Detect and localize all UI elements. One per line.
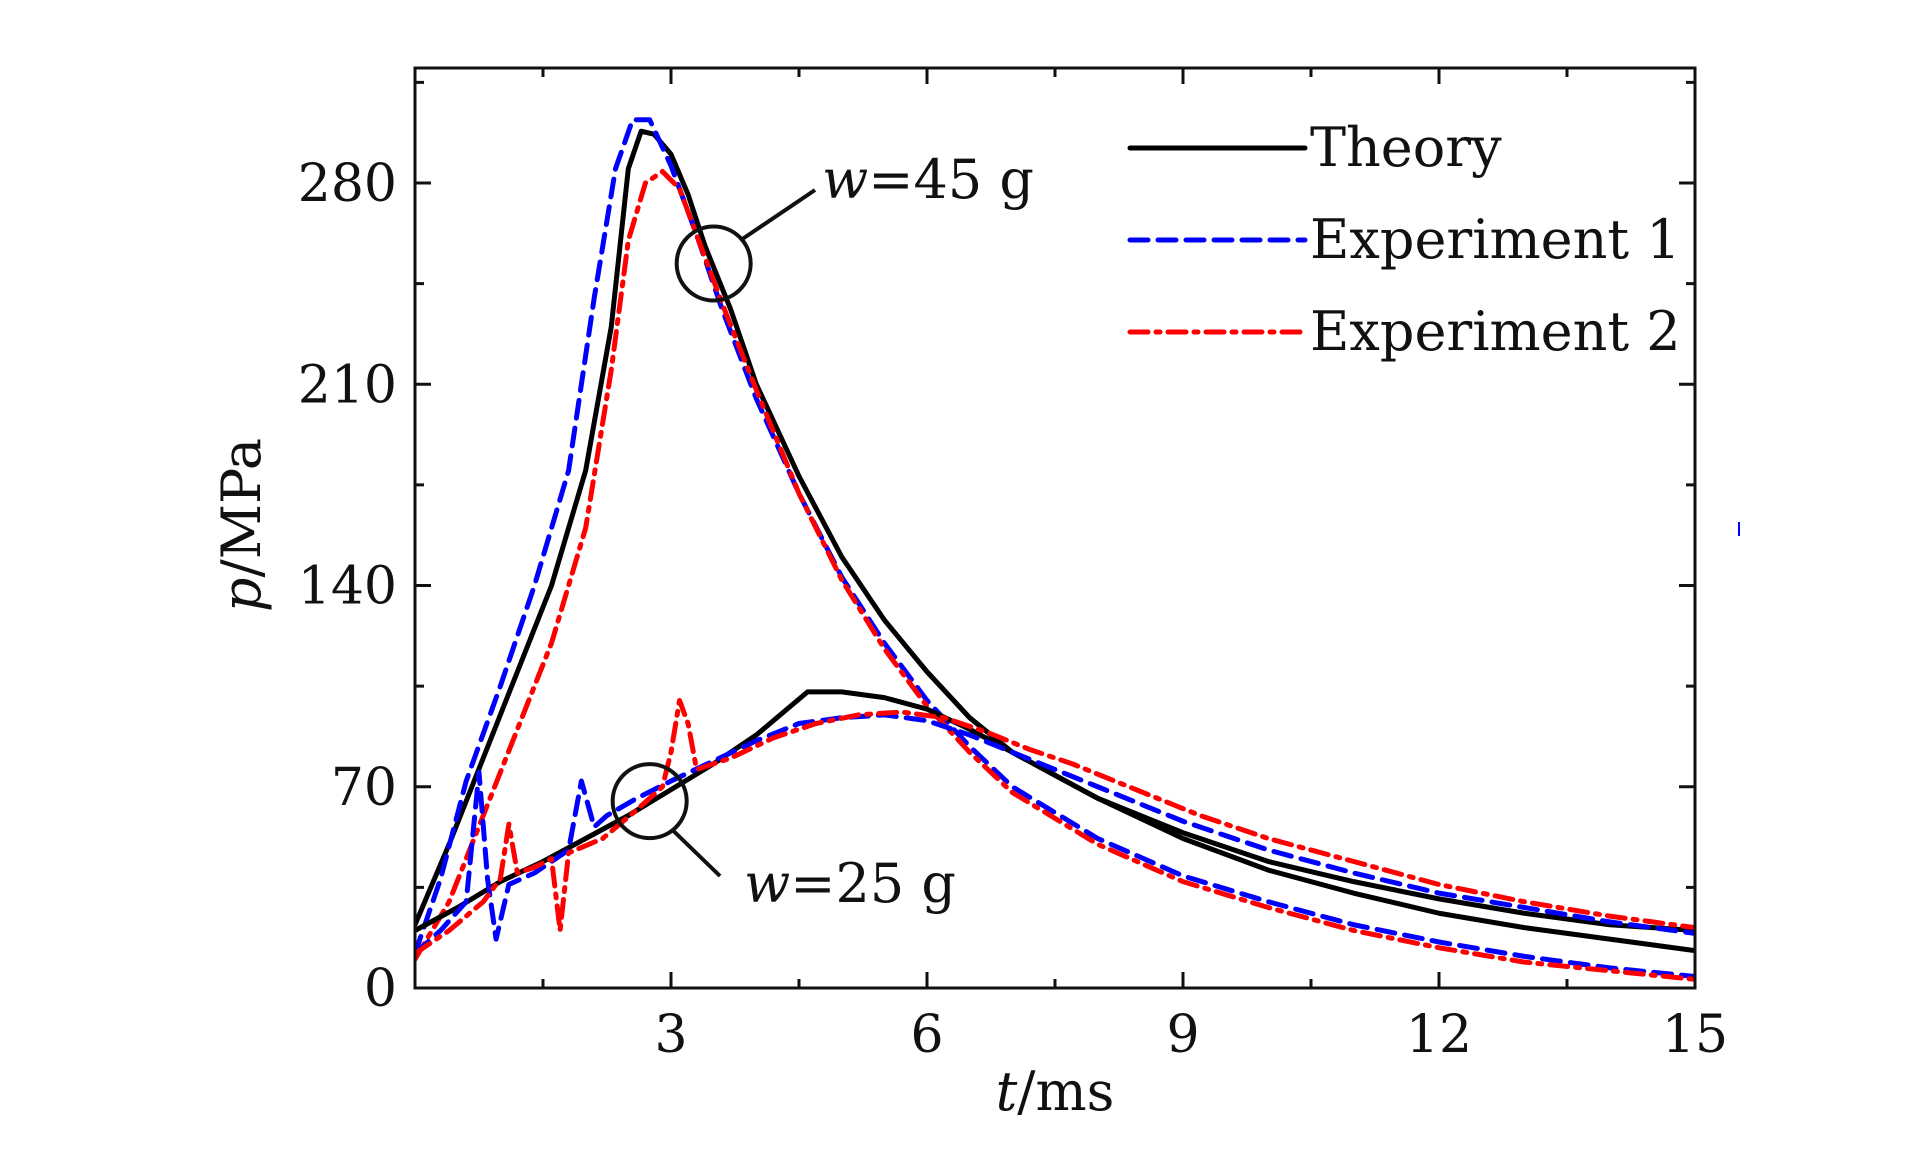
annotation-var-w25: w bbox=[744, 852, 790, 915]
annotation-var-w45: w bbox=[822, 148, 868, 211]
y-tick-label: 140 bbox=[298, 557, 397, 617]
annotation-value-w25: =25 g bbox=[790, 852, 956, 915]
series-line-exp2-w25 bbox=[415, 698, 1695, 956]
plot-area bbox=[415, 117, 1695, 982]
annotation-circle-w25 bbox=[610, 762, 689, 841]
x-axis-label: t/ms bbox=[996, 1060, 1115, 1123]
x-tick-label: 15 bbox=[1662, 1005, 1728, 1065]
y-tick-label: 210 bbox=[298, 355, 397, 415]
series-layer bbox=[415, 117, 1695, 982]
annotations: w=45 gw=25 g bbox=[610, 148, 1034, 915]
series-line-theory-w25 bbox=[415, 689, 1695, 954]
legend-label-theory: Theory bbox=[1310, 116, 1502, 179]
y-tick-label: 70 bbox=[331, 758, 397, 818]
axis-ticks bbox=[413, 68, 1697, 990]
legend: Theory Experiment 1 Experiment 2 bbox=[1127, 116, 1681, 363]
legend-label-exp2: Experiment 2 bbox=[1310, 300, 1681, 363]
annotation-circle-w45 bbox=[674, 224, 753, 303]
y-tick-label: 280 bbox=[298, 154, 397, 214]
axis-tick-labels: 3 6 9 12 15 0 70 140 210 280 bbox=[298, 154, 1728, 1065]
x-tick-label: 12 bbox=[1406, 1005, 1472, 1065]
annotation-label-w45: w=45 g bbox=[822, 148, 1034, 211]
annotation-value-w45: =45 g bbox=[868, 148, 1034, 211]
x-tick-label: 3 bbox=[654, 1005, 687, 1065]
y-tick-label: 0 bbox=[364, 959, 397, 1019]
y-axis-label: p/MPa bbox=[210, 438, 273, 612]
legend-label-exp1: Experiment 1 bbox=[1310, 208, 1681, 271]
x-tick-label: 6 bbox=[910, 1005, 943, 1065]
annotation-label-w25: w=25 g bbox=[744, 852, 956, 915]
annotation-leader-w25 bbox=[672, 829, 722, 878]
annotation-leader-w45 bbox=[740, 188, 817, 242]
x-tick-label: 9 bbox=[1166, 1005, 1199, 1065]
series-line-exp1-w45 bbox=[415, 117, 1695, 979]
series-line-exp2-w45 bbox=[415, 169, 1695, 982]
series-line-exp1-w25 bbox=[415, 712, 1695, 956]
